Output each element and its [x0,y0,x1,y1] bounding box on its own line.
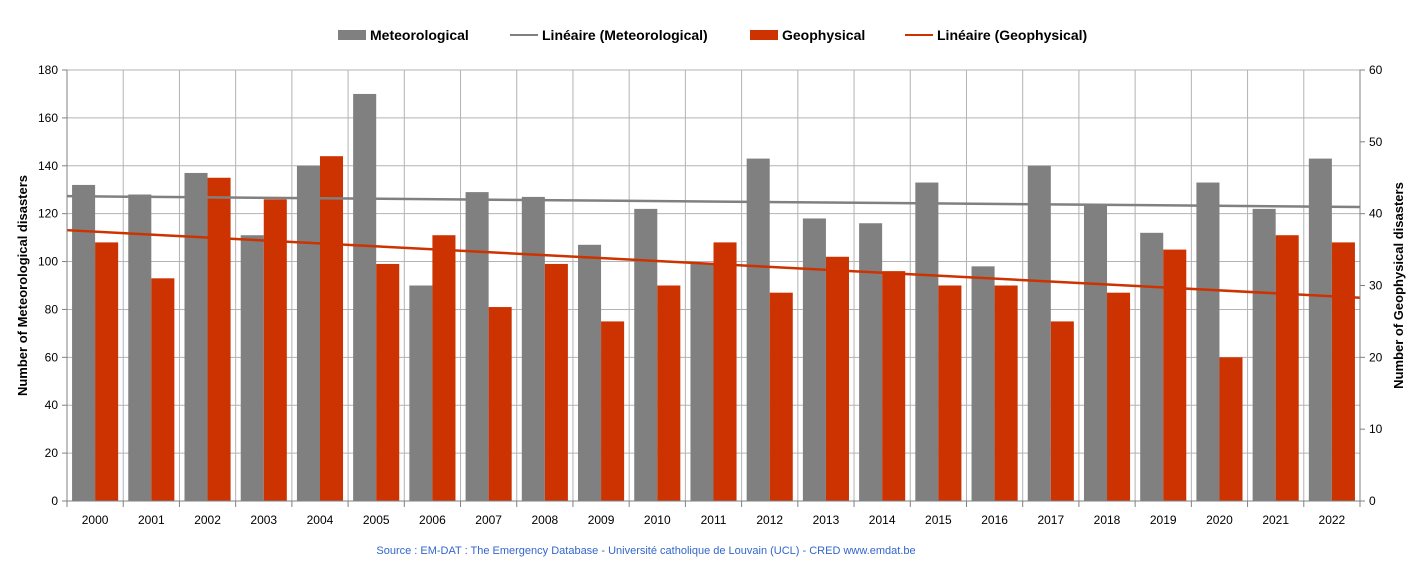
x-tick-label: 2007 [475,513,502,527]
bar-geophysical [938,285,962,501]
bar-meteorological [1252,208,1276,501]
x-tick-label: 2003 [250,513,277,527]
bar-meteorological [578,244,602,502]
x-tick-label: 2014 [869,513,896,527]
bar-meteorological [971,266,995,501]
y-tick-label-left: 180 [38,63,58,77]
x-tick-label: 2002 [194,513,221,527]
bar-geophysical [263,199,287,502]
bar-meteorological [1196,182,1220,502]
legend-geophysical-label: Geophysical [782,27,865,43]
bar-geophysical [319,156,344,501]
y-tick-label-left: 140 [38,159,58,173]
bar-geophysical [1331,242,1355,501]
y-tick-label-right: 0 [1369,494,1376,508]
x-tick-label: 2004 [307,513,334,527]
bar-meteorological [915,182,939,502]
trendline [66,228,1361,299]
bar-geophysical [488,307,512,501]
bar-geophysical [1163,249,1187,501]
bar-geophysical [544,263,568,501]
bar-geophysical [95,242,119,501]
y-tick-label-right: 40 [1369,207,1383,221]
bar-meteorological [72,184,96,501]
x-tick-label: 2000 [82,513,109,527]
y-tick-label-left: 160 [38,111,58,125]
bar-geophysical [769,292,793,501]
bar-meteorological [409,285,433,501]
y-tick-label-left: 0 [51,494,58,508]
bar-meteorological [128,194,152,501]
y-axis-title-right: Number of Geophysical disasters [1391,182,1406,389]
bar-geophysical [825,256,849,501]
bar-geophysical [713,242,737,501]
x-tick-label: 2015 [925,513,952,527]
bar-meteorological [1308,158,1332,501]
y-tick-label-left: 100 [38,255,58,269]
bar-meteorological [465,192,489,501]
bar-geophysical [151,278,175,501]
x-tick-label: 2018 [1094,513,1121,527]
x-tick-label: 2005 [363,513,390,527]
bar-meteorological [521,196,545,501]
y-tick-label-left: 120 [38,207,58,221]
y-axis-title-left: Number of Meteorological disasters [15,175,30,396]
legend-meteorological-label: Meteorological [370,27,469,43]
source-note: Source : EM-DAT : The Emergency Database… [376,545,915,557]
bar-geophysical [1107,292,1131,501]
y-tick-label-left: 60 [45,350,59,364]
bar-meteorological [690,263,714,501]
x-tick-label: 2011 [701,513,727,527]
x-tick-label: 2006 [419,513,446,527]
legend-linear-meteorological-label: Linéaire (Meteorological) [542,27,708,43]
bar-geophysical [1275,235,1299,501]
bar-geophysical [1050,321,1074,501]
bar-geophysical [882,271,906,501]
y-tick-label-left: 20 [45,446,59,460]
y-tick-label-left: 80 [45,302,59,316]
trendline [66,194,1361,209]
bar-meteorological [240,235,264,501]
x-tick-label: 2021 [1262,513,1289,527]
bar-meteorological [353,93,377,501]
y-tick-label-right: 50 [1369,135,1383,149]
bar-meteorological [1027,165,1051,501]
x-tick-label: 2017 [1037,513,1064,527]
x-tick-label: 2016 [981,513,1008,527]
x-tick-label: 2022 [1319,513,1346,527]
bar-geophysical [432,235,456,501]
legend-linear-geophysical-label: Linéaire (Geophysical) [937,27,1087,43]
x-tick-label: 2019 [1150,513,1177,527]
bar-geophysical [601,321,625,501]
x-tick-label: 2001 [138,513,165,527]
x-tick-label: 2010 [644,513,671,527]
x-tick-label: 2012 [756,513,783,527]
bar-meteorological [296,165,320,501]
y-tick-label-right: 60 [1369,63,1383,77]
bar-meteorological [184,172,208,501]
x-tick-label: 2013 [813,513,840,527]
legend-meteorological-swatch [338,30,366,40]
bar-geophysical [657,285,681,501]
y-tick-label-right: 30 [1369,279,1383,293]
x-tick-label: 2020 [1206,513,1233,527]
bar-meteorological [746,158,770,501]
legend-geophysical-swatch [750,30,778,40]
y-tick-label-left: 40 [45,398,59,412]
bar-meteorological [1140,232,1164,502]
bar-meteorological [859,223,883,501]
bar-meteorological [1083,204,1108,502]
bar-meteorological [802,218,826,501]
y-tick-label-right: 10 [1369,422,1383,436]
bar-geophysical [1219,357,1243,501]
bar-geophysical [994,285,1018,501]
bar-meteorological [634,208,658,501]
y-tick-label-right: 20 [1369,350,1383,364]
x-tick-label: 2008 [531,513,558,527]
bar-geophysical [376,263,400,501]
x-tick-label: 2009 [588,513,615,527]
bar-geophysical [207,177,231,501]
